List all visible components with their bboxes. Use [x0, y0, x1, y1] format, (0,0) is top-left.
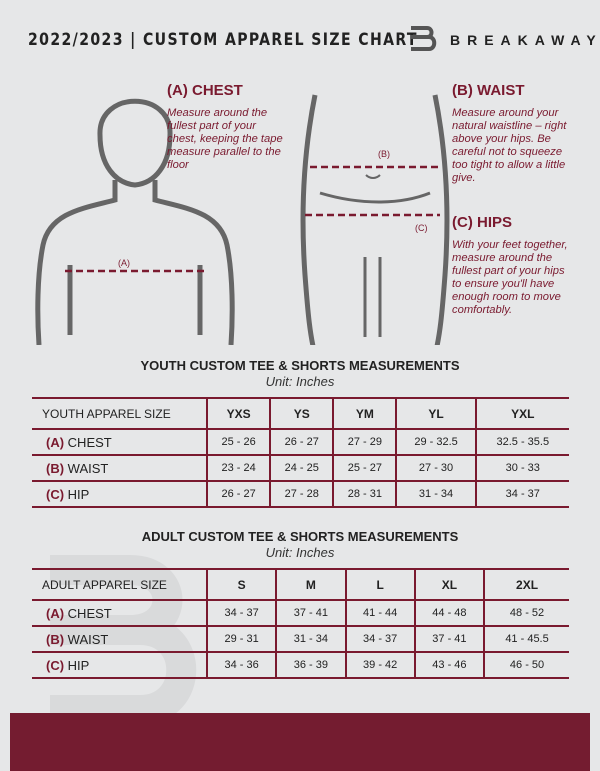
- size-col: 2XL: [483, 568, 569, 601]
- measure-value: 39 - 42: [344, 651, 415, 679]
- measure-value: 44 - 48: [413, 599, 485, 627]
- measure-value: 34 - 37: [205, 599, 277, 627]
- size-header: YOUTH APPAREL SIZE: [32, 397, 207, 430]
- table-row: (B) WAIST 23 - 24 24 - 25 25 - 27 27 - 30 30 …: [32, 454, 569, 482]
- measure-code: (A): [46, 605, 65, 621]
- measure-value: 29 - 31: [205, 625, 277, 653]
- table-row: (C) HIP 34 - 36 36 - 39 39 - 42 43 - 46 46 - …: [32, 651, 569, 679]
- size-col: YM: [332, 397, 397, 430]
- measure-label: (C) HIP: [32, 651, 207, 679]
- measure-value: 28 - 31: [332, 480, 397, 508]
- table-header-row: YOUTH APPAREL SIZE YXS YS YM YL YXL: [32, 397, 569, 430]
- measure-code: (C): [46, 657, 65, 673]
- size-col: S: [205, 568, 277, 601]
- measure-value: 27 - 29: [332, 428, 397, 456]
- table-row: (A) CHEST 25 - 26 26 - 27 27 - 29 29 - 32.5 3…: [32, 428, 569, 456]
- table-row: (B) WAIST 29 - 31 31 - 34 34 - 37 37 - 41 41 …: [32, 625, 569, 653]
- measure-value: 26 - 27: [269, 428, 334, 456]
- hips-heading: (C) HIPS: [452, 214, 512, 231]
- measure-code: (B): [46, 460, 65, 476]
- measure-value: 31 - 34: [275, 625, 346, 653]
- size-col: YXS: [205, 397, 271, 430]
- footer-bar: [10, 713, 590, 771]
- measure-label: (A) CHEST: [32, 599, 207, 627]
- measure-value: 30 - 33: [474, 454, 569, 482]
- measure-value: 27 - 30: [395, 454, 476, 482]
- size-header: ADULT APPAREL SIZE: [32, 568, 207, 601]
- size-col: YL: [395, 397, 476, 430]
- measure-value: 27 - 28: [269, 480, 334, 508]
- measure-code: (A): [46, 434, 65, 450]
- measure-name: HIP: [67, 657, 90, 673]
- measure-value: 26 - 27: [205, 480, 271, 508]
- youth-size-table: YOUTH APPAREL SIZE YXS YS YM YL YXL (A) …: [32, 397, 569, 508]
- chest-heading: (A) CHEST: [167, 82, 243, 99]
- measure-value: 41 - 45.5: [483, 625, 569, 653]
- measure-name: CHEST: [67, 605, 112, 621]
- waist-marker: (B): [378, 149, 390, 159]
- measure-code: (C): [46, 486, 65, 502]
- measure-value: 25 - 27: [332, 454, 397, 482]
- measure-value: 29 - 32.5: [395, 428, 476, 456]
- table-header-row: ADULT APPAREL SIZE S M L XL 2XL: [32, 568, 569, 601]
- table-row: (A) CHEST 34 - 37 37 - 41 41 - 44 44 - 48 48 …: [32, 599, 569, 627]
- measure-value: 43 - 46: [413, 651, 485, 679]
- measure-label: (B) WAIST: [32, 625, 207, 653]
- measure-value: 34 - 36: [205, 651, 277, 679]
- measure-value: 31 - 34: [395, 480, 476, 508]
- measure-value: 32.5 - 35.5: [474, 428, 569, 456]
- size-col: XL: [413, 568, 485, 601]
- adult-unit: Unit: Inches: [265, 545, 335, 560]
- chest-marker: (A): [118, 258, 130, 268]
- measure-value: 46 - 50: [483, 651, 569, 679]
- measure-label: (C) HIP: [32, 480, 207, 508]
- size-col: YXL: [474, 397, 569, 430]
- hips-instructions: With your feet together, measure around …: [452, 239, 568, 316]
- measure-value: 41 - 44: [344, 599, 415, 627]
- measure-value: 37 - 41: [275, 599, 346, 627]
- page-title: 2022/2023 | CUSTOM APPAREL SIZE CHART: [28, 30, 418, 50]
- adult-table-title: ADULT CUSTOM TEE & SHORTS MEASUREMENTS: [141, 529, 459, 544]
- measure-value: 37 - 41: [413, 625, 485, 653]
- measure-label: (A) CHEST: [32, 428, 207, 456]
- table-row: (C) HIP 26 - 27 27 - 28 28 - 31 31 - 34 34 - …: [32, 480, 569, 508]
- measure-name: WAIST: [67, 460, 109, 476]
- waist-heading: (B) WAIST: [452, 82, 525, 99]
- youth-unit: Unit: Inches: [265, 374, 335, 389]
- measure-value: 36 - 39: [275, 651, 346, 679]
- breakaway-logo-icon: [411, 26, 437, 51]
- measure-value: 25 - 26: [205, 428, 271, 456]
- measure-value: 34 - 37: [344, 625, 415, 653]
- measure-name: HIP: [67, 486, 90, 502]
- measure-label: (B) WAIST: [32, 454, 207, 482]
- youth-table-title: YOUTH CUSTOM TEE & SHORTS MEASUREMENTS: [140, 358, 460, 373]
- waist-instructions: Measure around your natural waistline – …: [452, 107, 567, 184]
- measure-name: CHEST: [67, 434, 112, 450]
- brand-name: BREAKAWAY: [450, 32, 600, 48]
- adult-rows: (A) CHEST 34 - 37 37 - 41 41 - 44 44 - 48 48 …: [32, 599, 569, 679]
- chest-figure-icon: (A): [35, 98, 235, 345]
- torso-figure-icon: (B) (C): [300, 94, 450, 345]
- measure-value: 23 - 24: [205, 454, 271, 482]
- size-col: M: [275, 568, 346, 601]
- measure-name: WAIST: [67, 631, 109, 647]
- size-col: L: [344, 568, 415, 601]
- size-col: YS: [269, 397, 334, 430]
- hips-marker: (C): [415, 223, 428, 233]
- measure-value: 48 - 52: [483, 599, 569, 627]
- measure-value: 34 - 37: [474, 480, 569, 508]
- measure-value: 24 - 25: [269, 454, 334, 482]
- youth-rows: (A) CHEST 25 - 26 26 - 27 27 - 29 29 - 32.5 3…: [32, 428, 569, 508]
- measure-code: (B): [46, 631, 65, 647]
- chest-instructions: Measure around the fullest part of your …: [167, 107, 283, 171]
- adult-size-table: ADULT APPAREL SIZE S M L XL 2XL (A) CHES…: [32, 568, 569, 679]
